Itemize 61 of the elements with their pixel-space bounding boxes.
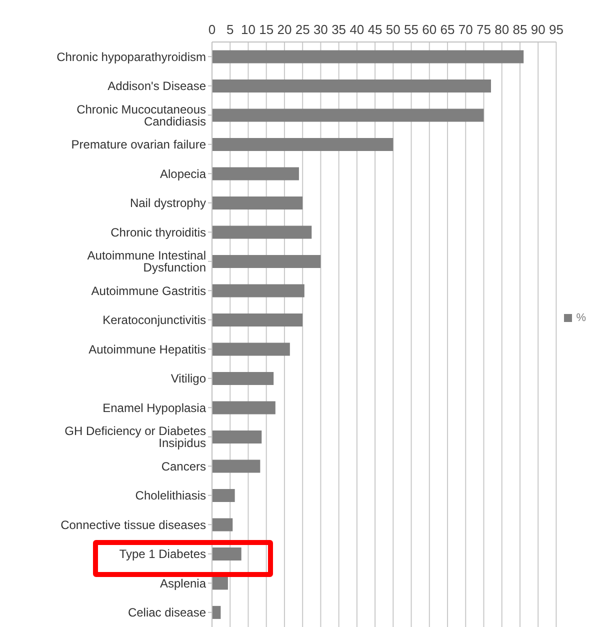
- y-tick-label: Autoimmune Gastritis: [91, 284, 206, 298]
- bar: [212, 284, 304, 298]
- y-tick-label: Autoimmune Hepatitis: [88, 342, 206, 356]
- x-tick-label: 0: [208, 22, 216, 37]
- bar: [212, 342, 290, 356]
- x-tick-label: 40: [350, 22, 364, 37]
- bar: [212, 254, 321, 268]
- x-tick-label: 35: [332, 22, 346, 37]
- x-tick-label: 10: [241, 22, 256, 37]
- x-tick-label: 15: [259, 22, 274, 37]
- legend-label: %: [576, 312, 586, 324]
- y-tick-label: Nail dystrophy: [130, 196, 206, 210]
- y-tick-label: Chronic Mucocutaneous Candidiasis: [76, 102, 206, 128]
- y-tick-label: Autoimmune Intestinal Dysfunction: [87, 248, 206, 275]
- bar: [212, 226, 312, 239]
- x-tick-label: 25: [295, 22, 310, 37]
- bar: [212, 547, 242, 560]
- x-tick-label: 5: [226, 22, 234, 37]
- y-tick-label: Celiac disease: [128, 606, 206, 620]
- y-tick-label: Type 1 Diabetes: [119, 547, 206, 562]
- bar: [212, 108, 484, 122]
- bar: [212, 50, 524, 64]
- y-tick-label: Enamel Hypoplasia: [102, 400, 206, 415]
- x-tick-label: 75: [476, 22, 491, 37]
- y-tick-label: Alopecia: [160, 166, 206, 181]
- x-tick-label: 80: [494, 22, 510, 37]
- x-tick-label: 70: [458, 22, 473, 37]
- bar: [212, 460, 260, 473]
- bar: [212, 79, 491, 92]
- bar: [212, 313, 303, 326]
- x-tick-label: 20: [277, 22, 292, 37]
- y-tick-label: Cholelithiasis: [135, 488, 206, 503]
- bar: [212, 430, 262, 444]
- x-tick-label: 90: [530, 22, 546, 37]
- bar: [212, 196, 303, 210]
- bar: [212, 488, 235, 502]
- bar: [212, 518, 233, 532]
- y-tick-label: Chronic thyroiditis: [110, 225, 206, 240]
- y-tick-label: GH Deficiency or Diabetes Insipidus: [64, 424, 206, 450]
- x-tick-label: 30: [313, 22, 328, 37]
- x-tick-label: 55: [404, 22, 419, 37]
- y-tick-label: Keratoconjunctivitis: [102, 313, 206, 328]
- bar: [212, 576, 228, 590]
- y-tick-label: Chronic hypoparathyroidism: [56, 50, 206, 64]
- bar: [212, 606, 221, 619]
- y-tick-label: Cancers: [161, 459, 206, 474]
- bar: [212, 401, 276, 414]
- x-tick-label: 50: [386, 22, 400, 37]
- y-tick-label: Premature ovarian failure: [71, 138, 206, 152]
- y-tick-label: Addison's Disease: [108, 79, 206, 94]
- bar: [212, 372, 274, 385]
- x-tick-label: 95: [548, 22, 564, 37]
- x-tick-label: 60: [422, 22, 437, 37]
- x-tick-label: 45: [368, 22, 382, 37]
- x-tick-label: 85: [512, 22, 528, 37]
- y-tick-label: Vitiligo: [170, 372, 206, 386]
- bar: [212, 138, 394, 151]
- y-tick-label: Asplenia: [160, 576, 206, 590]
- y-tick-label: Connective tissue diseases: [60, 518, 206, 532]
- bar: [212, 167, 299, 180]
- x-tick-label: 65: [440, 22, 455, 37]
